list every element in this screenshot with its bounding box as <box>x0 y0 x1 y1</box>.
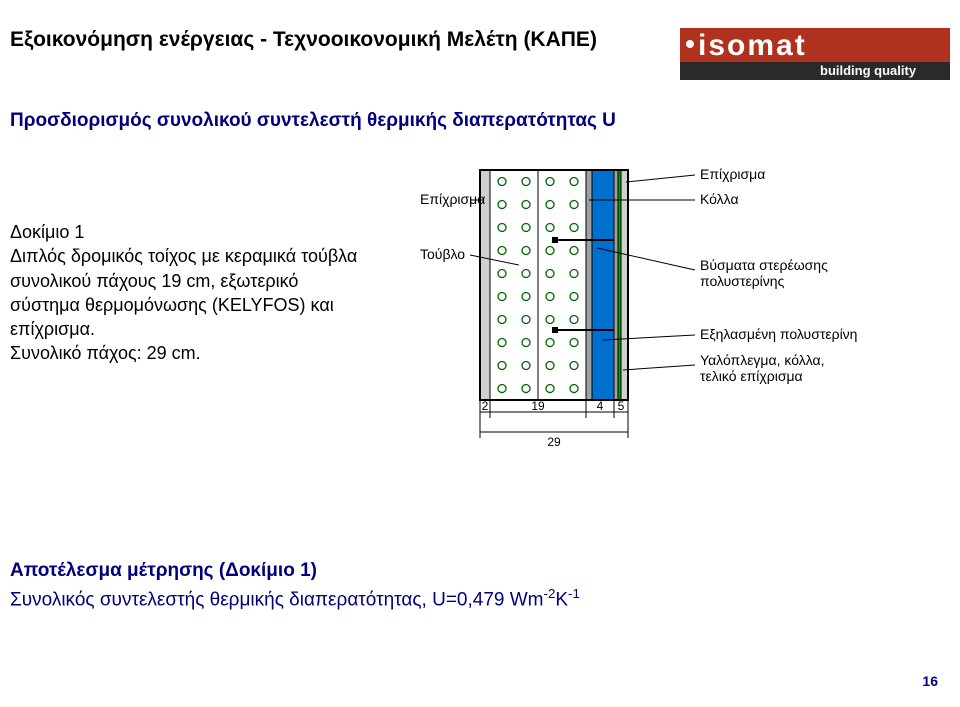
page-number: 16 <box>922 673 938 689</box>
svg-text:Υαλόπλεγμα, κόλλα,: Υαλόπλεγμα, κόλλα, <box>700 352 825 368</box>
result-heading: Αποτέλεσμα μέτρησης (Δοκίμιο 1) <box>10 560 580 582</box>
svg-text:Κόλλα: Κόλλα <box>700 191 739 207</box>
svg-text:τελικό επίχρισμα: τελικό επίχρισμα <box>700 368 803 384</box>
svg-text:Εξηλασμένη πολυστερίνη: Εξηλασμένη πολυστερίνη <box>700 326 857 342</box>
svg-text:2: 2 <box>482 399 489 413</box>
svg-text:4: 4 <box>597 399 604 413</box>
brand-name: isomat <box>698 29 807 62</box>
svg-text:Βύσματα στερέωσης: Βύσματα στερέωσης <box>700 257 828 273</box>
result-value: Συνολικός συντελεστής θερμικής διαπερατό… <box>10 586 580 611</box>
wall-section-diagram: 2 19 45 29 Επίχρισμα Τούβλο Επίχρισμα Κόλλα Βύ… <box>420 160 920 480</box>
specimen-description: Δοκίμιο 1 Διπλός δρομικός τοίχος με κερα… <box>10 220 360 366</box>
spec-heading: Δοκίμιο 1 <box>10 220 360 244</box>
result-block: Αποτέλεσμα μέτρησης (Δοκίμιο 1) Συνολικό… <box>10 560 580 611</box>
page-title: Εξοικονόμηση ενέργειας - Τεχνοοικονομική… <box>10 28 597 52</box>
svg-text:29: 29 <box>547 435 561 449</box>
svg-text:5: 5 <box>618 399 625 413</box>
svg-text:Επίχρισμα: Επίχρισμα <box>420 191 485 207</box>
svg-text:Επίχρισμα: Επίχρισμα <box>700 166 765 182</box>
subtitle: Προσδιορισμός συνολικού συντελεστή θερμι… <box>10 110 616 132</box>
svg-text:πολυστερίνης: πολυστερίνης <box>700 273 785 289</box>
spec-body-1: Διπλός δρομικός τοίχος με κεραμικά τούβλ… <box>10 244 360 341</box>
svg-text:19: 19 <box>531 399 545 413</box>
brand-tagline: building quality <box>820 63 917 78</box>
svg-text:Τούβλο: Τούβλο <box>420 246 465 262</box>
spec-body-2: Συνολικό πάχος: 29 cm. <box>10 341 360 365</box>
brand-logo: isomat building quality <box>680 28 950 80</box>
